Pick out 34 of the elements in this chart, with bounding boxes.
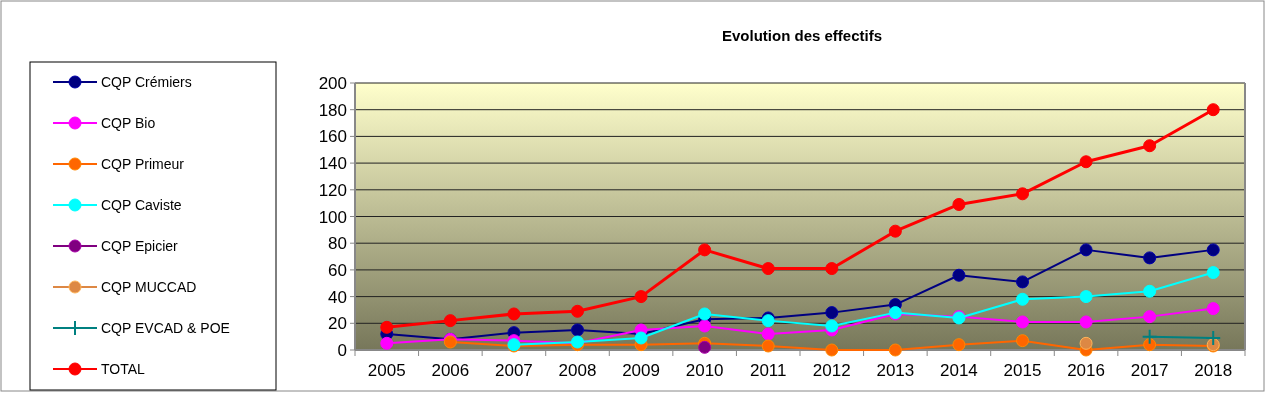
y-tick-label: 0 [337, 341, 347, 360]
x-tick-label: 2018 [1194, 361, 1233, 380]
x-tick-label: 2005 [367, 361, 406, 380]
x-tick-label: 2013 [876, 361, 915, 380]
x-tick-label: 2014 [940, 361, 978, 380]
chart-title: Evolution des effectifs [721, 27, 883, 44]
y-tick-label: 20 [328, 314, 347, 334]
legend-label: CQP Caviste [101, 197, 182, 213]
legend-label: CQP MUCCAD [101, 279, 197, 295]
y-tick-label: 160 [318, 127, 347, 147]
x-tick-label: 2010 [685, 361, 724, 380]
y-tick-label: 140 [318, 154, 347, 174]
x-tick-label: 2007 [495, 361, 533, 380]
y-tick-label: 60 [328, 260, 347, 280]
x-tick-label: 2016 [1067, 361, 1105, 380]
y-tick-label: 80 [328, 234, 347, 254]
x-tick-label: 2006 [431, 361, 470, 380]
x-tick-label: 2011 [749, 361, 787, 380]
legend-label: CQP Bio [101, 115, 156, 131]
legend-label: CQP Primeur [101, 156, 185, 172]
x-tick-label: 2008 [558, 361, 597, 380]
x-tick-label: 2015 [1003, 361, 1042, 380]
y-tick-label: 200 [318, 74, 347, 93]
legend-label: TOTAL [101, 361, 146, 377]
x-tick-label: 2017 [1130, 361, 1169, 380]
legend-label: CQP Crémiers [101, 74, 192, 90]
x-tick-label: 2009 [622, 361, 660, 380]
y-tick-label: 180 [318, 100, 347, 120]
legend-label: CQP EVCAD & POE [101, 320, 230, 336]
x-tick-label: 2012 [812, 361, 851, 380]
y-tick-label: 100 [318, 207, 347, 227]
y-tick-label: 40 [328, 287, 347, 307]
y-tick-label: 120 [318, 180, 347, 200]
legend-label: CQP Epicier [101, 238, 179, 254]
